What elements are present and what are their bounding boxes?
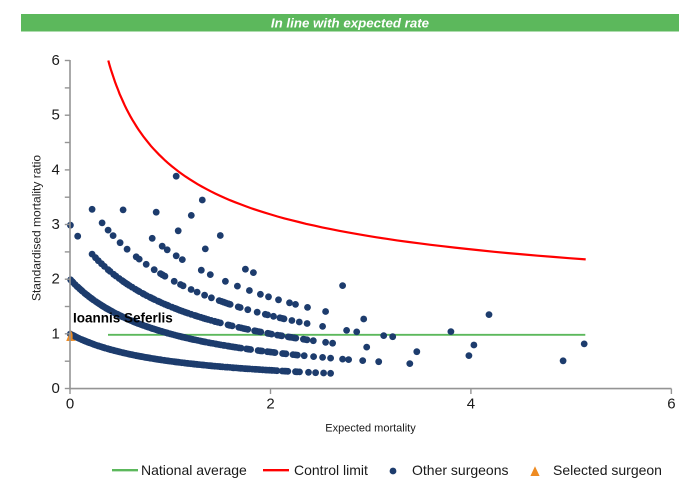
- svg-text:5: 5: [51, 107, 59, 124]
- svg-text:3: 3: [51, 216, 59, 233]
- svg-text:National average: National average: [141, 462, 247, 478]
- svg-text:2: 2: [266, 396, 274, 413]
- svg-text:2: 2: [51, 271, 59, 288]
- svg-text:4: 4: [51, 161, 59, 178]
- svg-text:1: 1: [51, 325, 59, 342]
- svg-text:Ioannis Seferlis: Ioannis Seferlis: [73, 311, 173, 326]
- svg-text:Selected surgeon: Selected surgeon: [553, 462, 662, 478]
- svg-text:Expected mortality: Expected mortality: [325, 423, 416, 435]
- svg-text:Other surgeons: Other surgeons: [412, 462, 509, 478]
- svg-text:In line with expected rate: In line with expected rate: [271, 16, 430, 31]
- svg-text:0: 0: [66, 396, 74, 413]
- svg-text:6: 6: [51, 52, 59, 69]
- svg-text:6: 6: [667, 396, 675, 413]
- svg-text:4: 4: [467, 396, 475, 413]
- svg-text:Control limit: Control limit: [294, 462, 368, 478]
- svg-text:Standardised mortality ratio: Standardised mortality ratio: [30, 155, 44, 301]
- svg-text:0: 0: [51, 380, 59, 397]
